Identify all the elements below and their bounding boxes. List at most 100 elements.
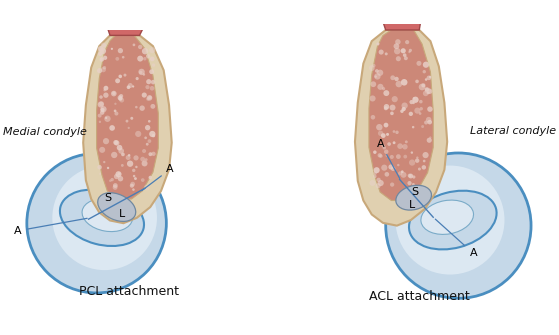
Text: ACL attachment: ACL attachment — [369, 290, 470, 304]
Circle shape — [148, 120, 150, 123]
Circle shape — [113, 140, 119, 145]
Circle shape — [99, 101, 104, 106]
Circle shape — [100, 48, 106, 54]
Circle shape — [136, 77, 139, 80]
Circle shape — [145, 125, 150, 130]
Circle shape — [372, 64, 376, 67]
Circle shape — [100, 106, 107, 113]
Circle shape — [402, 107, 406, 111]
Circle shape — [98, 114, 102, 118]
Circle shape — [115, 112, 119, 116]
Circle shape — [416, 156, 419, 159]
Circle shape — [139, 69, 145, 75]
Circle shape — [401, 103, 408, 109]
Circle shape — [141, 92, 147, 97]
Circle shape — [376, 183, 381, 188]
Circle shape — [395, 39, 401, 45]
Polygon shape — [107, 18, 144, 36]
Circle shape — [369, 65, 375, 71]
Circle shape — [119, 75, 122, 78]
Circle shape — [427, 138, 432, 143]
Text: A: A — [13, 218, 87, 236]
Circle shape — [389, 164, 394, 170]
Circle shape — [374, 73, 381, 80]
Circle shape — [115, 57, 119, 61]
Circle shape — [103, 56, 107, 60]
Circle shape — [405, 140, 408, 143]
Circle shape — [413, 97, 415, 99]
Circle shape — [98, 52, 102, 56]
Circle shape — [378, 50, 383, 55]
Circle shape — [145, 158, 148, 161]
Circle shape — [421, 125, 424, 128]
Circle shape — [408, 174, 411, 178]
Circle shape — [369, 95, 376, 102]
Circle shape — [119, 98, 124, 103]
Polygon shape — [369, 30, 433, 200]
Circle shape — [425, 78, 428, 81]
Circle shape — [411, 151, 413, 154]
Circle shape — [111, 91, 117, 96]
Circle shape — [416, 61, 421, 66]
Circle shape — [373, 175, 377, 178]
Circle shape — [98, 46, 103, 52]
Circle shape — [135, 106, 138, 109]
Circle shape — [100, 95, 103, 99]
Circle shape — [401, 172, 406, 178]
Circle shape — [130, 182, 135, 187]
Circle shape — [413, 102, 415, 104]
Circle shape — [394, 48, 400, 54]
Circle shape — [397, 164, 400, 166]
Circle shape — [132, 169, 135, 172]
Circle shape — [105, 116, 111, 122]
Circle shape — [100, 110, 105, 115]
Circle shape — [103, 66, 106, 69]
Circle shape — [139, 106, 145, 111]
Circle shape — [371, 81, 376, 87]
Circle shape — [119, 96, 122, 101]
Circle shape — [409, 100, 414, 104]
Ellipse shape — [82, 199, 132, 231]
Circle shape — [118, 48, 123, 53]
Circle shape — [107, 167, 109, 169]
Circle shape — [398, 171, 402, 176]
Circle shape — [105, 117, 107, 119]
Circle shape — [119, 94, 123, 98]
Circle shape — [152, 134, 155, 137]
Circle shape — [381, 164, 387, 171]
Circle shape — [126, 120, 129, 123]
Circle shape — [152, 63, 155, 67]
Circle shape — [371, 115, 375, 120]
Circle shape — [375, 69, 378, 73]
Circle shape — [143, 57, 146, 61]
Circle shape — [424, 186, 428, 190]
Circle shape — [111, 48, 113, 50]
Circle shape — [408, 174, 413, 179]
Polygon shape — [383, 12, 421, 30]
Circle shape — [408, 181, 411, 185]
Circle shape — [132, 85, 134, 88]
Circle shape — [375, 75, 377, 78]
Circle shape — [392, 96, 398, 102]
Circle shape — [27, 153, 167, 293]
Circle shape — [385, 154, 388, 157]
Circle shape — [419, 84, 425, 90]
Circle shape — [373, 172, 377, 175]
Circle shape — [114, 174, 119, 179]
Circle shape — [117, 145, 122, 150]
Circle shape — [100, 57, 104, 62]
Circle shape — [413, 96, 419, 103]
Circle shape — [383, 123, 389, 127]
Circle shape — [401, 48, 406, 53]
Text: S: S — [411, 187, 419, 197]
Circle shape — [101, 43, 106, 48]
Circle shape — [412, 183, 415, 186]
Circle shape — [423, 160, 425, 162]
Circle shape — [397, 143, 403, 149]
Circle shape — [377, 84, 383, 90]
Circle shape — [369, 180, 376, 186]
Polygon shape — [83, 36, 172, 223]
Circle shape — [390, 75, 395, 80]
Circle shape — [144, 136, 147, 139]
Circle shape — [401, 79, 408, 85]
